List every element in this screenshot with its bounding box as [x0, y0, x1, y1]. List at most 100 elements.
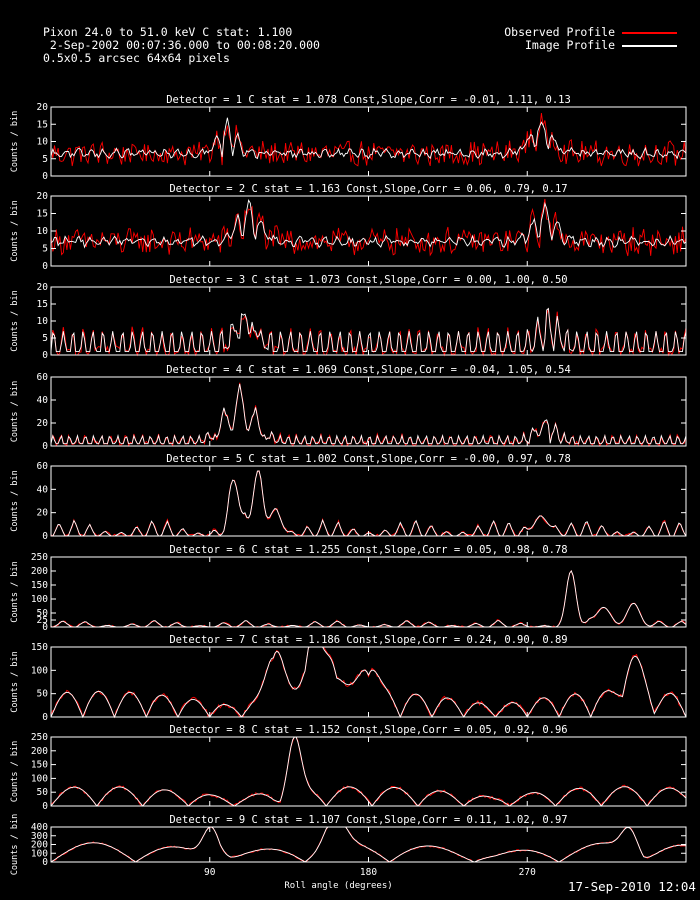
header-line-3: 0.5x0.5 arcsec 64x64 pixels [43, 51, 230, 65]
detector-7-ytick-label: 50 [37, 689, 49, 700]
detector-3-ylabel: Counts / bin [10, 290, 20, 351]
detector-panel-2: Detector = 2 C stat = 1.163 Const,Slope,… [10, 183, 687, 272]
detector-8-title: Detector = 8 C stat = 1.152 Const,Slope,… [169, 724, 567, 736]
detector-3-image-profile [50, 307, 687, 353]
detector-1-ytick-label: 0 [42, 171, 48, 182]
detector-5-frame [50, 465, 687, 537]
detector-2-frame [50, 195, 687, 267]
legend-observed-label: Observed Profile [504, 25, 615, 39]
detector-1-image-profile [50, 117, 687, 160]
detector-5-ylabel: Counts / bin [10, 470, 20, 531]
detector-9-xtick-label: 180 [360, 867, 377, 878]
detector-9-image-profile [50, 826, 687, 863]
detector-2-ytick-label: 0 [42, 261, 48, 272]
detector-4-frame [50, 376, 687, 447]
detector-9-ylabel: Counts / bin [10, 814, 20, 875]
detector-4-title: Detector = 4 C stat = 1.069 Const,Slope,… [166, 364, 571, 376]
detector-9-ytick-label: 0 [42, 857, 48, 868]
detector-4-ytick-label: 60 [37, 372, 49, 383]
detector-2-ytick-label: 10 [37, 226, 49, 237]
detector-3-title: Detector = 3 C stat = 1.073 Const,Slope,… [169, 274, 567, 286]
detector-1-frame [50, 106, 687, 177]
detector-8-ytick-label: 0 [42, 801, 48, 812]
detector-8-ytick-label: 150 [31, 760, 48, 771]
detector-6-ytick-label: 50 [37, 608, 49, 619]
detector-8-ytick-label: 250 [31, 732, 48, 743]
detector-5-ytick-label: 0 [42, 531, 48, 542]
detector-6-ytick-label: 250 [31, 552, 48, 563]
detector-5-ytick-label: 20 [37, 508, 49, 519]
detector-4-observed-profile [50, 382, 687, 448]
detector-4-ytick-label: 40 [37, 395, 49, 406]
detector-9-ytick-label: 300 [31, 831, 48, 842]
detector-8-observed-profile [50, 736, 687, 807]
detector-2-ytick-label: 20 [37, 191, 49, 202]
detector-panel-7: Detector = 7 C stat = 1.186 Const,Slope,… [10, 634, 687, 723]
legend-observed-swatch [622, 32, 677, 34]
detector-4-ytick-label: 0 [42, 441, 48, 452]
detector-3-ytick-label: 20 [37, 282, 49, 293]
detector-panel-6: Detector = 6 C stat = 1.255 Const,Slope,… [10, 544, 687, 633]
footer-date: 17-Sep-2010 12:04 [568, 879, 696, 894]
detector-5-ytick-label: 40 [37, 484, 49, 495]
detector-7-frame [50, 646, 687, 718]
detector-7-observed-profile [50, 646, 687, 719]
detector-3-frame [50, 286, 687, 356]
detector-6-title: Detector = 6 C stat = 1.255 Const,Slope,… [169, 544, 567, 556]
detector-8-ylabel: Counts / bin [10, 741, 20, 802]
detector-5-ytick-label: 60 [37, 461, 49, 472]
detector-8-ytick-label: 200 [31, 746, 48, 757]
detector-2-ylabel: Counts / bin [10, 200, 20, 261]
detector-9-xtick-label: 90 [204, 867, 216, 878]
detector-1-ytick-label: 10 [37, 137, 49, 148]
detector-5-title: Detector = 5 C stat = 1.002 Const,Slope,… [166, 453, 571, 465]
x-axis-label: Roll angle (degrees) [284, 881, 392, 891]
detector-3-ytick-label: 0 [42, 350, 48, 361]
detector-2-observed-profile [50, 198, 687, 257]
detector-panel-8: Detector = 8 C stat = 1.152 Const,Slope,… [10, 724, 687, 812]
detector-7-title: Detector = 7 C stat = 1.186 Const,Slope,… [169, 634, 567, 646]
detector-7-ytick-label: 100 [31, 665, 48, 676]
detector-9-observed-profile [50, 826, 686, 863]
detector-9-ytick-label: 100 [31, 848, 48, 859]
detector-6-observed-profile [50, 569, 687, 628]
detector-5-observed-profile [50, 470, 687, 537]
detector-3-observed-profile [50, 308, 687, 357]
header-line-1: Pixon 24.0 to 51.0 keV C stat: 1.100 [43, 25, 293, 39]
detector-6-ytick-label: 150 [31, 580, 48, 591]
detector-1-ytick-label: 15 [37, 119, 48, 130]
detector-9-xtick-label: 270 [519, 867, 536, 878]
detector-1-ytick-label: 20 [37, 102, 49, 113]
detector-panel-1: Detector = 1 C stat = 1.078 Const,Slope,… [10, 94, 687, 182]
detector-2-image-profile [50, 199, 687, 249]
detector-8-frame [50, 736, 687, 807]
detector-1-title: Detector = 1 C stat = 1.078 Const,Slope,… [166, 94, 571, 106]
detector-6-ytick-label: 25 [37, 615, 48, 626]
detector-panel-5: Detector = 5 C stat = 1.002 Const,Slope,… [10, 453, 687, 542]
legend-image-swatch [622, 45, 677, 47]
detector-2-title: Detector = 2 C stat = 1.163 Const,Slope,… [169, 183, 567, 195]
detector-panel-4: Detector = 4 C stat = 1.069 Const,Slope,… [10, 364, 687, 452]
detector-5-image-profile [51, 470, 687, 537]
detector-4-ytick-label: 20 [37, 418, 49, 429]
detector-6-ytick-label: 200 [31, 566, 48, 577]
detector-6-frame [50, 556, 687, 628]
detector-3-ytick-label: 10 [37, 316, 49, 327]
detector-7-ytick-label: 0 [42, 712, 48, 723]
detector-2-ytick-label: 15 [37, 209, 48, 220]
legend-image-label: Image Profile [524, 38, 615, 52]
detector-panel-9: Detector = 9 C stat = 1.107 Const,Slope,… [10, 814, 687, 891]
detector-6-ytick-label: 100 [31, 594, 48, 605]
detector-6-ytick-label: 0 [42, 622, 48, 633]
detector-4-image-profile [50, 383, 687, 445]
detector-1-ylabel: Counts / bin [10, 111, 20, 172]
detector-1-ytick-label: 5 [42, 154, 48, 165]
detector-7-ytick-label: 150 [31, 642, 48, 653]
detector-6-ylabel: Counts / bin [10, 561, 20, 622]
detector-9-ytick-label: 400 [31, 822, 48, 833]
detector-panel-3: Detector = 3 C stat = 1.073 Const,Slope,… [10, 274, 687, 361]
detector-3-ytick-label: 15 [37, 299, 48, 310]
detector-8-image-profile [50, 736, 687, 807]
